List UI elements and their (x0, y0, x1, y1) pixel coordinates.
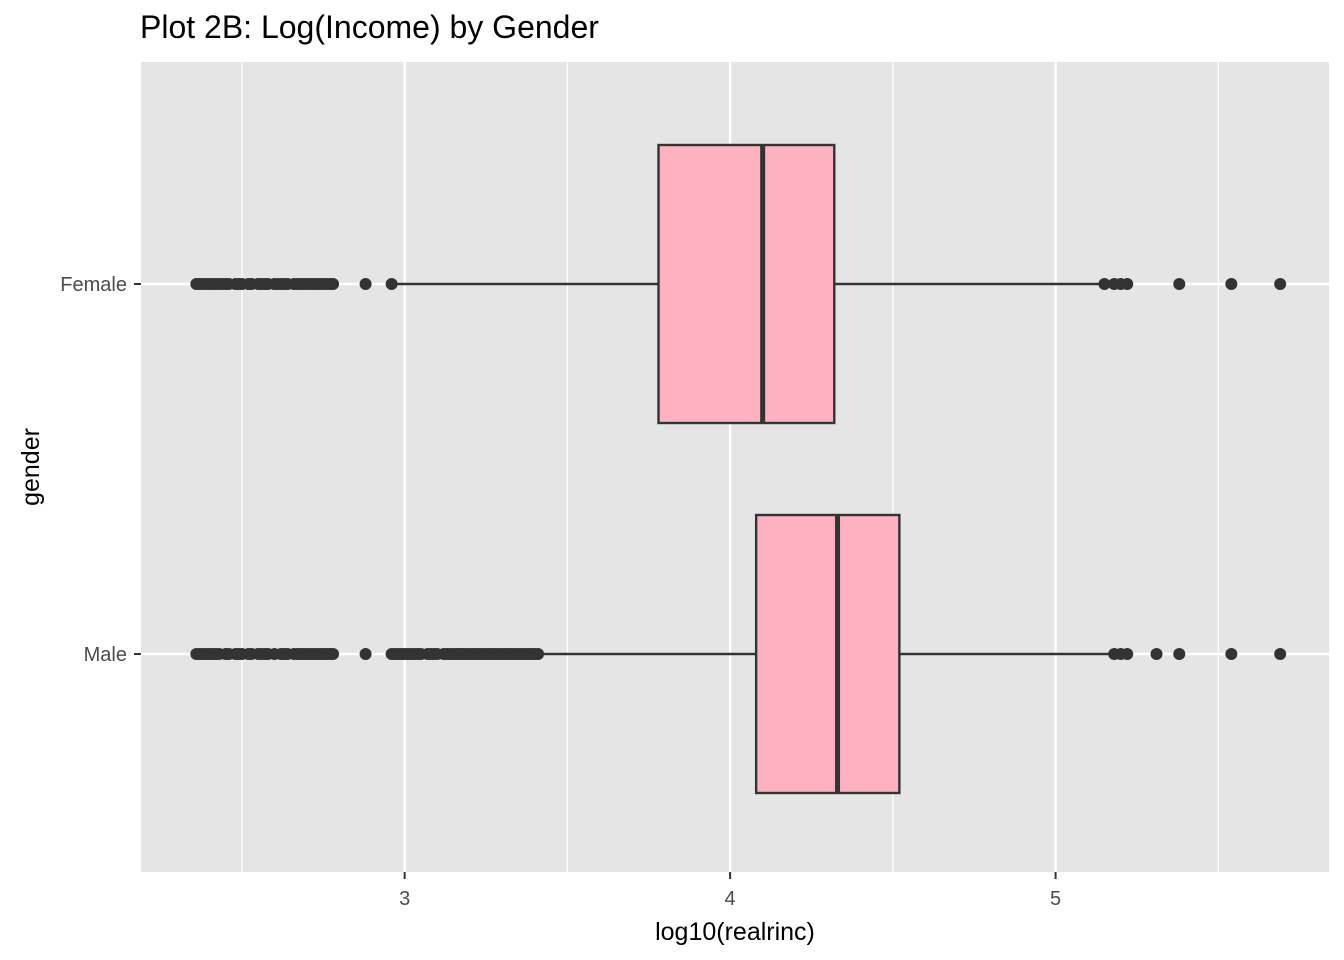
outlier-point (1121, 648, 1134, 660)
y-axis-title: gender (17, 428, 45, 506)
iqr-box (754, 513, 901, 795)
axes: 3 4 5 Female Male (60, 274, 1061, 910)
outlier-point (1274, 278, 1287, 290)
outlier-point (1121, 278, 1134, 290)
outlier-point (359, 648, 372, 660)
outlier-point (1225, 278, 1238, 290)
outlier-point (1274, 648, 1287, 660)
box-female (190, 143, 1287, 425)
box-series (190, 143, 1287, 795)
outlier-point (1173, 278, 1186, 290)
x-tick-label: 4 (725, 888, 736, 910)
y-tick-label: Male (84, 644, 127, 666)
x-axis-title: log10(realrinc) (655, 918, 815, 946)
outlier-point (1173, 648, 1186, 660)
outlier-point (532, 648, 545, 660)
y-tick-label: Female (60, 274, 127, 296)
iqr-box (657, 143, 836, 425)
outlier-point (327, 648, 340, 660)
box-male (190, 513, 1287, 795)
outlier-point (385, 278, 398, 290)
outlier-point (1150, 648, 1163, 660)
x-tick-label: 5 (1050, 888, 1061, 910)
x-tick-label: 3 (399, 888, 410, 910)
outlier-point (1098, 278, 1111, 290)
outlier-point (327, 278, 340, 290)
outlier-point (359, 278, 372, 290)
chart-title: Plot 2B: Log(Income) by Gender (140, 9, 599, 45)
outlier-point (1225, 648, 1238, 660)
